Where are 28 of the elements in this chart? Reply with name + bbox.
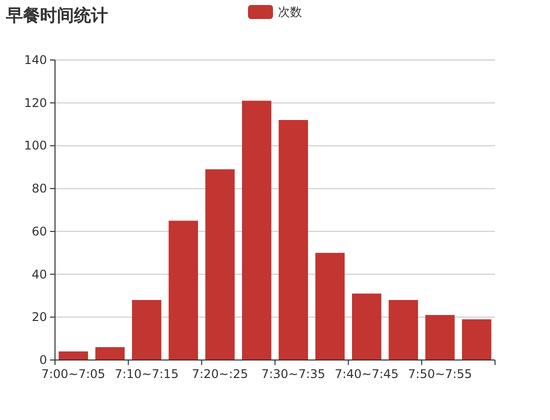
y-tick-label: 0 xyxy=(39,353,47,367)
y-tick-label: 20 xyxy=(32,310,47,324)
bar xyxy=(388,300,418,360)
bar xyxy=(58,351,88,360)
y-tick-label: 140 xyxy=(24,53,47,67)
y-tick-label: 80 xyxy=(32,182,47,196)
bar xyxy=(205,169,235,360)
y-tick-label: 40 xyxy=(32,267,47,282)
bar xyxy=(168,220,198,360)
x-tick-label: 7:40~7:45 xyxy=(334,367,399,381)
bar xyxy=(95,347,125,360)
bar xyxy=(132,300,162,360)
bar xyxy=(315,252,345,360)
bar xyxy=(278,120,308,360)
y-tick-label: 100 xyxy=(24,138,47,153)
x-tick-label: 7:20~:25 xyxy=(192,367,248,381)
chart-title: 早餐时间统计 xyxy=(5,6,108,26)
legend-label: 次数 xyxy=(278,5,302,19)
x-tick-label: 7:30~7:35 xyxy=(261,367,326,381)
x-tick-label: 7:50~7:55 xyxy=(408,367,472,381)
x-tick-label: 7:10~7:15 xyxy=(114,367,179,381)
bar xyxy=(462,319,492,360)
bar xyxy=(352,294,382,360)
y-tick-label: 120 xyxy=(24,96,47,110)
bar xyxy=(242,100,272,360)
y-tick-label: 60 xyxy=(32,224,47,238)
x-tick-label: 7:00~7:05 xyxy=(41,367,106,381)
bar xyxy=(425,315,455,360)
